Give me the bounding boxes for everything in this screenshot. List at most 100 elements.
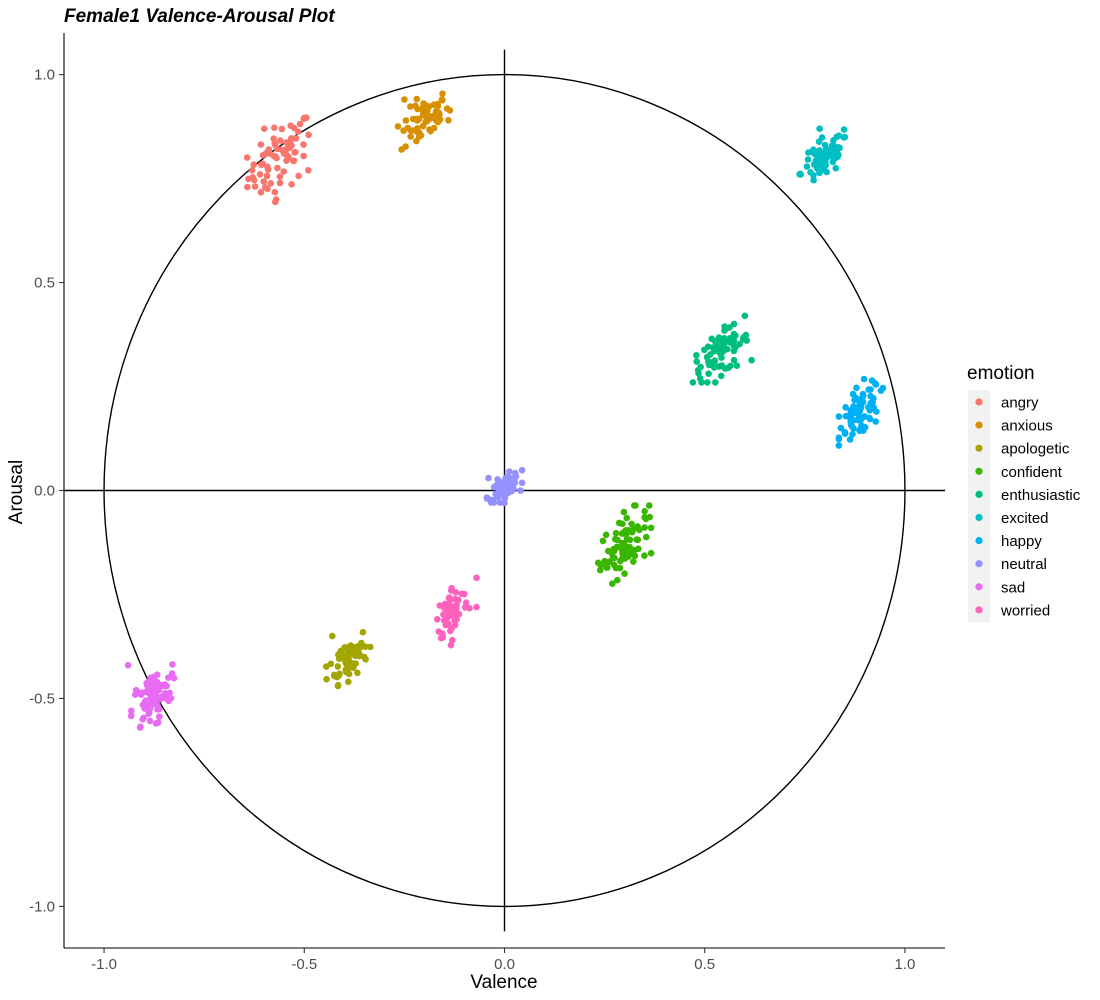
legend-label: worried — [1000, 602, 1050, 619]
data-point — [849, 430, 856, 438]
axes-layer: -1.0 -0.5 0.0 0.5 1.0 -1.0 -0.5 0.0 0.5 1.0 — [29, 33, 945, 973]
data-point — [835, 442, 843, 449]
data-point — [407, 133, 415, 140]
data-point — [748, 356, 755, 364]
data-point — [797, 171, 805, 178]
data-point — [434, 616, 441, 623]
data-point — [272, 196, 280, 203]
data-point — [732, 343, 739, 351]
x-tick-label: 1.0 — [895, 956, 916, 973]
x-tick-label: 0.0 — [494, 956, 515, 973]
data-point — [641, 508, 648, 515]
data-point — [645, 502, 653, 509]
data-point — [139, 715, 146, 723]
data-point — [623, 514, 630, 522]
data-point — [288, 181, 295, 188]
data-point — [712, 338, 719, 345]
data-point — [263, 172, 271, 180]
data-point — [829, 158, 837, 166]
data-point — [693, 358, 700, 365]
data-point — [601, 557, 608, 565]
legend-marker — [975, 444, 983, 452]
data-point — [251, 183, 259, 190]
x-tick-label: 0.5 — [694, 956, 715, 973]
data-point — [625, 553, 632, 560]
data-point — [267, 180, 275, 187]
data-point — [290, 124, 298, 132]
data-point — [450, 608, 458, 615]
data-point — [866, 415, 874, 423]
series-apologetic — [323, 628, 374, 690]
data-point — [851, 396, 858, 404]
data-point — [285, 153, 293, 161]
data-point — [517, 487, 524, 494]
data-point — [810, 176, 817, 184]
data-point — [271, 188, 279, 196]
y-tick-label: 1.0 — [34, 67, 55, 84]
data-point — [278, 125, 286, 133]
data-point — [156, 713, 163, 720]
data-point — [696, 375, 704, 382]
data-point — [264, 149, 272, 156]
data-point — [461, 590, 468, 598]
data-point — [280, 168, 288, 175]
data-point — [494, 476, 501, 483]
data-point — [831, 150, 839, 158]
data-point — [345, 678, 352, 686]
data-point — [426, 126, 433, 133]
data-point — [362, 643, 369, 650]
data-point — [495, 493, 502, 501]
data-point — [412, 102, 419, 110]
data-point — [610, 561, 618, 569]
data-point — [414, 117, 421, 124]
data-point — [730, 356, 738, 364]
data-point — [872, 418, 879, 425]
x-tick-label: -0.5 — [291, 956, 317, 973]
legend-marker — [975, 560, 983, 568]
data-point — [334, 682, 342, 690]
data-point — [596, 566, 604, 574]
data-point — [136, 724, 144, 731]
data-point — [495, 485, 503, 492]
data-point — [832, 164, 840, 172]
data-point — [633, 536, 640, 543]
y-tick-label: -1.0 — [29, 898, 55, 915]
data-point — [804, 156, 812, 163]
legend-label: confident — [1001, 464, 1063, 481]
data-point — [844, 412, 851, 420]
data-point — [815, 138, 823, 145]
data-point — [741, 312, 749, 320]
points-layer — [124, 90, 887, 731]
data-point — [257, 141, 265, 148]
data-point — [609, 580, 616, 587]
data-point — [413, 137, 420, 145]
data-point — [625, 527, 633, 534]
data-point — [288, 135, 295, 142]
data-point — [712, 379, 719, 386]
data-point — [166, 689, 173, 697]
data-point — [329, 632, 336, 640]
data-point — [635, 545, 642, 553]
series-enthusiastic — [689, 312, 755, 386]
data-point — [719, 338, 727, 345]
data-point — [342, 668, 350, 676]
data-point — [730, 320, 738, 328]
data-point — [452, 621, 459, 629]
data-point — [501, 494, 509, 502]
data-point — [167, 694, 175, 702]
legend-marker — [975, 398, 983, 406]
data-point — [619, 520, 626, 528]
data-point — [869, 398, 876, 406]
legend-label: excited — [1001, 510, 1049, 527]
data-point — [631, 552, 639, 560]
data-point — [847, 421, 855, 428]
series-anxious — [394, 90, 454, 153]
data-point — [621, 570, 628, 577]
data-point — [354, 669, 361, 677]
data-point — [417, 132, 425, 139]
data-point — [256, 171, 264, 178]
data-point — [705, 358, 712, 366]
data-point — [248, 167, 256, 174]
data-point — [361, 653, 368, 661]
data-point — [440, 617, 448, 624]
